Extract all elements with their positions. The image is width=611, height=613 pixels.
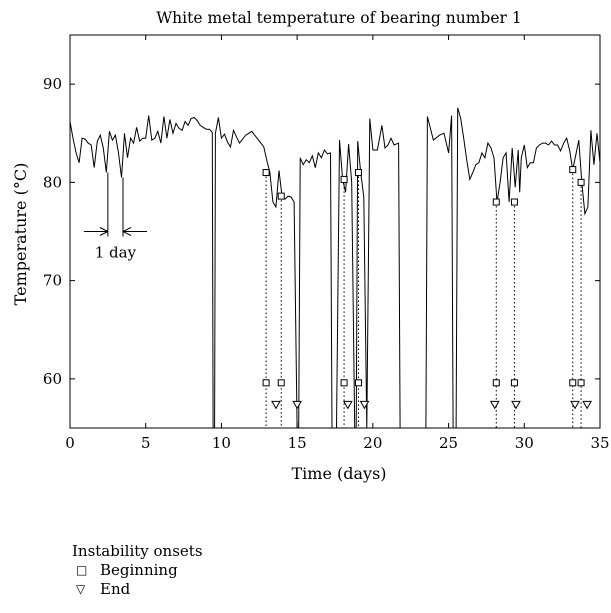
y-tick-label: 90 — [43, 75, 62, 93]
triangle-marker-icon: ▽ — [76, 582, 86, 596]
onset-end-marker — [489, 400, 500, 410]
x-tick-label: 10 — [212, 434, 231, 452]
axes-frame — [69, 34, 601, 429]
y-tick-label: 60 — [43, 370, 62, 388]
onset-begin-marker — [577, 379, 585, 387]
chart-title: White metal temperature of bearing numbe… — [156, 9, 521, 27]
onset-begin-curve-marker — [340, 175, 348, 183]
onset-end-marker — [343, 400, 353, 410]
onset-begin-marker — [569, 379, 577, 387]
annotation-label: 1 day — [95, 244, 137, 262]
axes: 0 5 10 15 20 25 30 35 60 70 80 90 — [43, 34, 610, 452]
y-tick-label: 70 — [43, 272, 62, 290]
onset-begin-marker — [262, 379, 270, 387]
onset-end-marker — [292, 400, 303, 410]
onset-end-marker — [570, 400, 580, 410]
square-marker-icon: □ — [76, 563, 88, 577]
onset-end-marker — [511, 400, 521, 410]
legend-item-end: ▽ End — [72, 580, 203, 599]
y-axis-label: Temperature (°C) — [11, 163, 30, 306]
x-tick-label: 20 — [363, 434, 382, 452]
onset-begin-curve-marker — [354, 169, 362, 177]
x-tick-label: 30 — [515, 434, 534, 452]
onset-begin-marker — [354, 379, 362, 387]
x-tick-label: 5 — [141, 434, 151, 452]
annotation-arrowhead-left — [99, 227, 109, 236]
x-tick-label: 35 — [590, 434, 609, 452]
onset-end-marker — [582, 400, 592, 410]
onset-begin-curve-marker — [277, 192, 285, 200]
onset-begin-curve-marker — [577, 178, 585, 186]
onset-begin-curve-marker — [569, 166, 577, 174]
legend-label-end: End — [100, 580, 131, 598]
onset-begin-marker — [340, 379, 348, 387]
legend-title: Instability onsets — [72, 542, 203, 560]
y-tick-label: 80 — [43, 173, 62, 191]
onset-begin-marker — [277, 379, 285, 387]
x-tick-label: 25 — [439, 434, 458, 452]
plot-area: 1 day — [70, 107, 600, 428]
onset-begin-curve-marker — [262, 169, 270, 177]
onset-begin-marker — [510, 379, 518, 387]
onset-end-marker — [271, 400, 281, 410]
legend-label-beginning: Beginning — [100, 561, 178, 579]
onset-end-marker — [359, 400, 370, 410]
onset-begin-marker — [492, 379, 500, 387]
onset-begin-curve-marker — [510, 198, 518, 206]
x-axis-label: Time (days) — [291, 464, 386, 483]
x-tick-label: 15 — [288, 434, 307, 452]
annotation-arrowhead-right — [122, 227, 132, 236]
x-tick-label: 0 — [65, 434, 75, 452]
onset-begin-curve-marker — [492, 198, 500, 206]
series-line-0 — [70, 107, 600, 428]
legend-item-beginning: □ Beginning — [72, 561, 203, 580]
legend: Instability onsets □ Beginning ▽ End — [72, 542, 203, 599]
